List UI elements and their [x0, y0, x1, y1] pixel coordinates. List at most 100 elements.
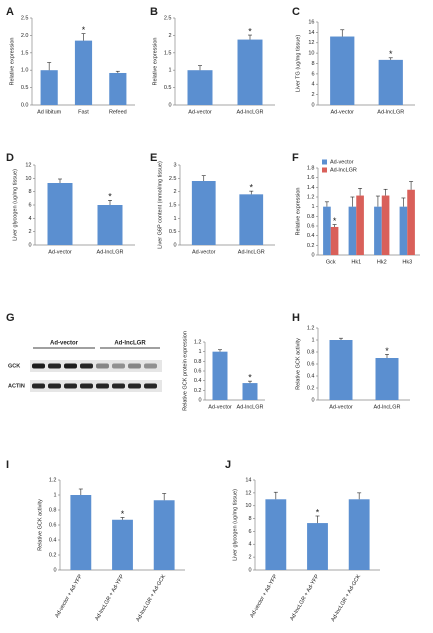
x-tick-label: Ad-lncLGR [237, 109, 264, 115]
y-tick-label: 1 [168, 68, 171, 74]
y-tick-label: 16 [308, 19, 314, 25]
significance-marker: * [389, 49, 393, 59]
y-axis-label: Liver glycogen (ug/mg tissue) [232, 489, 238, 561]
y-tick-label: 1.5 [21, 50, 29, 56]
significance-marker: * [316, 507, 320, 517]
panel-letter: I [6, 459, 9, 471]
y-tick-label: 2.0 [21, 33, 29, 39]
x-tick-label: Ad-vector [208, 404, 232, 410]
y-axis-label: Relative expression [152, 38, 158, 86]
y-tick-label: 6 [311, 71, 314, 77]
y-tick-label: 14 [308, 30, 314, 36]
y-tick-label: 4 [311, 82, 314, 88]
y-tick-label: 0.6 [307, 361, 315, 367]
panel-letter: J [225, 459, 231, 471]
significance-marker: * [248, 26, 252, 36]
x-tick-label: Ad-lncLGR + Ad-GCK [330, 573, 362, 622]
y-tick-label: 2 [311, 92, 314, 98]
significance-marker: * [248, 373, 252, 383]
panel-letter: F [292, 152, 299, 164]
y-tick-label: 1 [53, 492, 56, 498]
bar [239, 194, 264, 245]
bar [399, 206, 408, 255]
y-tick-label: 2.5 [164, 15, 172, 21]
blot-band [96, 363, 109, 369]
panel-letter: H [292, 312, 300, 324]
bar [187, 70, 213, 105]
y-axis-label: Relative expression [9, 38, 15, 86]
legend-label: Ad-lncLGR [330, 167, 357, 173]
y-tick-label: 1.2 [307, 325, 315, 331]
blot-band [80, 383, 93, 389]
bar [348, 206, 357, 255]
y-tick-label: 8 [28, 189, 31, 195]
x-tick-label: Ad libitum [37, 109, 62, 115]
blot-band [32, 383, 45, 389]
panel-letter: C [292, 6, 300, 18]
blot-band [64, 363, 77, 369]
y-tick-label: 0.5 [169, 229, 177, 235]
panel-letter: G [6, 312, 15, 324]
bar [265, 499, 287, 570]
blot-band [128, 363, 141, 369]
x-tick-label: Ad-lncLGR + Ad-YFP [94, 573, 125, 621]
y-tick-label: 0 [311, 252, 314, 258]
significance-marker: * [333, 216, 337, 226]
y-tick-label: 0 [53, 567, 56, 573]
bar [153, 500, 175, 570]
x-tick-label: Refeed [109, 109, 127, 115]
y-tick-label: 0.8 [49, 507, 57, 513]
y-tick-label: 2.5 [21, 15, 29, 21]
y-tick-label: 0 [168, 102, 171, 108]
bar [381, 195, 390, 255]
y-tick-label: 0 [248, 567, 251, 573]
bar [242, 383, 258, 400]
y-tick-label: 0 [28, 242, 31, 248]
y-tick-label: 0.5 [164, 85, 172, 91]
bar [307, 523, 328, 570]
blot-band [112, 383, 125, 389]
y-tick-label: 0.2 [307, 243, 315, 249]
blot-group-label: Ad-lncLGR [114, 341, 146, 347]
blot-background [30, 360, 162, 372]
x-tick-label: Ad-lncLGR [374, 404, 401, 410]
blot-row-label: ACTIN [8, 383, 25, 389]
bar [70, 495, 92, 570]
panel-letter: E [150, 152, 157, 164]
blot-row-label: GCK [8, 363, 20, 369]
x-tick-label: Ad-vector [329, 404, 353, 410]
y-tick-label: 0 [198, 397, 201, 403]
x-tick-label: Hk2 [377, 259, 387, 265]
y-tick-label: 1 [173, 216, 176, 222]
y-tick-label: 1.5 [169, 202, 177, 208]
y-axis-label: Relative GCK activity [37, 499, 43, 551]
y-tick-label: 0.0 [21, 102, 29, 108]
bar [356, 195, 364, 255]
y-tick-label: 0.4 [194, 378, 202, 384]
bar [112, 519, 133, 570]
blot-band [48, 383, 61, 389]
x-tick-label: Fast [78, 109, 89, 115]
legend-swatch [322, 167, 327, 173]
y-tick-label: 0.2 [49, 552, 57, 558]
y-tick-label: 4 [28, 216, 31, 222]
y-tick-label: 2.5 [169, 176, 177, 182]
y-tick-label: 4 [248, 542, 251, 548]
y-tick-label: 6 [28, 202, 31, 208]
significance-marker: * [121, 509, 125, 519]
y-tick-label: 10 [25, 176, 31, 182]
bar [97, 205, 123, 245]
x-tick-label: Gck [326, 259, 336, 265]
blot-band [112, 363, 125, 369]
y-axis-label: Liver G6P content (mmol/mg tissue) [157, 161, 163, 249]
bar [323, 206, 331, 255]
y-tick-label: 14 [245, 477, 251, 483]
y-tick-label: 2 [248, 555, 251, 561]
bar [330, 36, 355, 105]
y-tick-label: 0.4 [307, 373, 315, 379]
y-tick-label: 10 [308, 51, 314, 57]
blot-band [144, 363, 157, 369]
y-tick-label: 1.5 [164, 50, 172, 56]
bar [378, 59, 403, 105]
